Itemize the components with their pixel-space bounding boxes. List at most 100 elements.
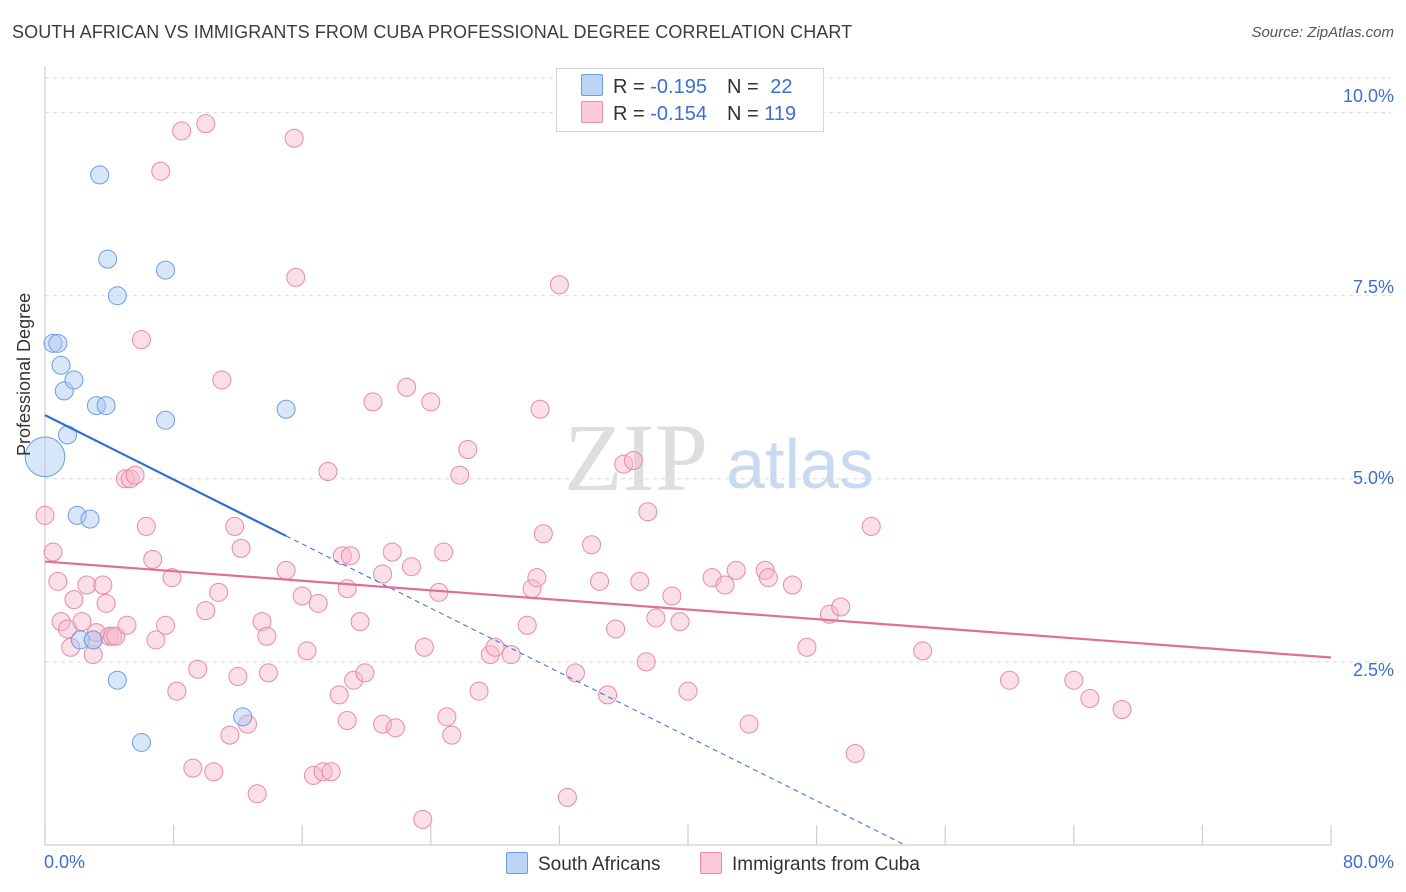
- bottom-legend-label: South Africans: [538, 854, 661, 875]
- data-point: [115, 469, 135, 489]
- data-point: [93, 575, 113, 595]
- data-point: [1064, 670, 1084, 690]
- data-point: [286, 267, 306, 287]
- data-point: [385, 718, 405, 738]
- data-point: [167, 681, 187, 701]
- data-point: [565, 663, 585, 683]
- data-point: [321, 762, 341, 782]
- data-point: [183, 758, 203, 778]
- data-point: [549, 275, 569, 295]
- data-point: [258, 663, 278, 683]
- data-point: [212, 370, 232, 390]
- y-tick-10: 10.0%: [1342, 86, 1394, 106]
- data-point: [590, 571, 610, 591]
- data-point: [196, 114, 216, 134]
- data-point: [458, 440, 478, 460]
- data-point: [715, 575, 735, 595]
- trend-line-cuba: [44, 560, 1332, 659]
- data-point: [313, 762, 333, 782]
- data-point: [1000, 670, 1019, 690]
- data-point: [252, 612, 272, 632]
- x-tick-max: 80.0%: [1342, 852, 1394, 872]
- data-point: [292, 586, 312, 606]
- data-point: [231, 538, 251, 558]
- y-axis-label: Professional Degree: [14, 292, 34, 456]
- data-point: [782, 575, 802, 595]
- y-tick-7-5: 7.5%: [1352, 277, 1394, 297]
- data-point: [606, 619, 626, 639]
- stats-legend: R = -0.195 N = 22 R = -0.154 N = 119: [556, 68, 824, 132]
- data-point: [51, 355, 71, 375]
- legend-r-label: R =: [613, 103, 651, 125]
- data-point: [43, 542, 63, 562]
- data-point: [530, 399, 550, 419]
- data-point: [831, 597, 851, 617]
- data-point: [517, 615, 537, 635]
- data-point: [582, 535, 602, 555]
- data-point: [136, 516, 156, 536]
- legend-r-value: -0.154: [650, 103, 707, 125]
- data-point: [156, 615, 176, 635]
- data-point: [61, 637, 81, 657]
- data-point: [77, 575, 97, 595]
- data-point: [414, 637, 434, 657]
- data-point: [125, 465, 145, 485]
- data-point: [131, 330, 151, 350]
- axes: [44, 66, 1332, 846]
- data-point: [355, 663, 375, 683]
- data-point: [678, 681, 698, 701]
- data-point: [308, 593, 328, 613]
- data-point: [340, 546, 360, 566]
- data-point: [337, 710, 357, 730]
- data-point: [80, 509, 100, 529]
- data-point: [156, 260, 176, 280]
- data-point: [146, 630, 166, 650]
- data-point: [257, 626, 277, 646]
- data-point: [162, 568, 182, 588]
- data-point: [670, 612, 690, 632]
- data-point: [630, 571, 650, 591]
- data-point: [636, 652, 656, 672]
- data-point: [437, 707, 457, 727]
- data-point: [598, 685, 618, 705]
- legend-swatch-blue: [581, 74, 603, 96]
- data-point: [188, 659, 208, 679]
- data-point: [363, 392, 383, 412]
- watermark: ZIP atlas: [564, 404, 874, 511]
- data-point: [83, 645, 103, 665]
- trend-line-south-africans-extension: [285, 535, 906, 846]
- data-point: [861, 516, 881, 536]
- data-point: [131, 732, 151, 752]
- data-point: [397, 377, 417, 397]
- data-point: [156, 410, 176, 430]
- watermark-zip: ZIP: [564, 404, 708, 511]
- data-point: [332, 546, 352, 566]
- legend-n-label: N =: [726, 76, 765, 98]
- data-point: [143, 549, 163, 569]
- data-point: [845, 743, 865, 763]
- data-point: [382, 542, 402, 562]
- data-point: [646, 608, 666, 628]
- legend-n-value: 22: [770, 76, 793, 98]
- data-point: [623, 451, 643, 470]
- data-point: [220, 725, 240, 745]
- legend-r-label: R =: [613, 76, 651, 98]
- bottom-legend-swatch-pink: [700, 852, 722, 874]
- data-point: [24, 436, 66, 478]
- south-african-points: [24, 165, 296, 752]
- data-point: [51, 612, 71, 632]
- chart-title: SOUTH AFRICAN VS IMMIGRANTS FROM CUBA PR…: [12, 22, 853, 42]
- data-point: [913, 641, 933, 661]
- data-point: [117, 615, 137, 635]
- data-point: [48, 571, 68, 591]
- data-point: [485, 637, 505, 657]
- data-point: [276, 399, 296, 419]
- bottom-legend-south-africans: South Africans: [506, 852, 661, 876]
- legend-row-cuba: R = -0.154 N = 119: [581, 101, 796, 127]
- data-point: [434, 542, 454, 562]
- data-point: [402, 557, 422, 577]
- data-point: [64, 370, 84, 390]
- x-tick-min: 0.0%: [44, 852, 86, 872]
- data-point: [557, 787, 577, 807]
- data-point: [758, 568, 778, 588]
